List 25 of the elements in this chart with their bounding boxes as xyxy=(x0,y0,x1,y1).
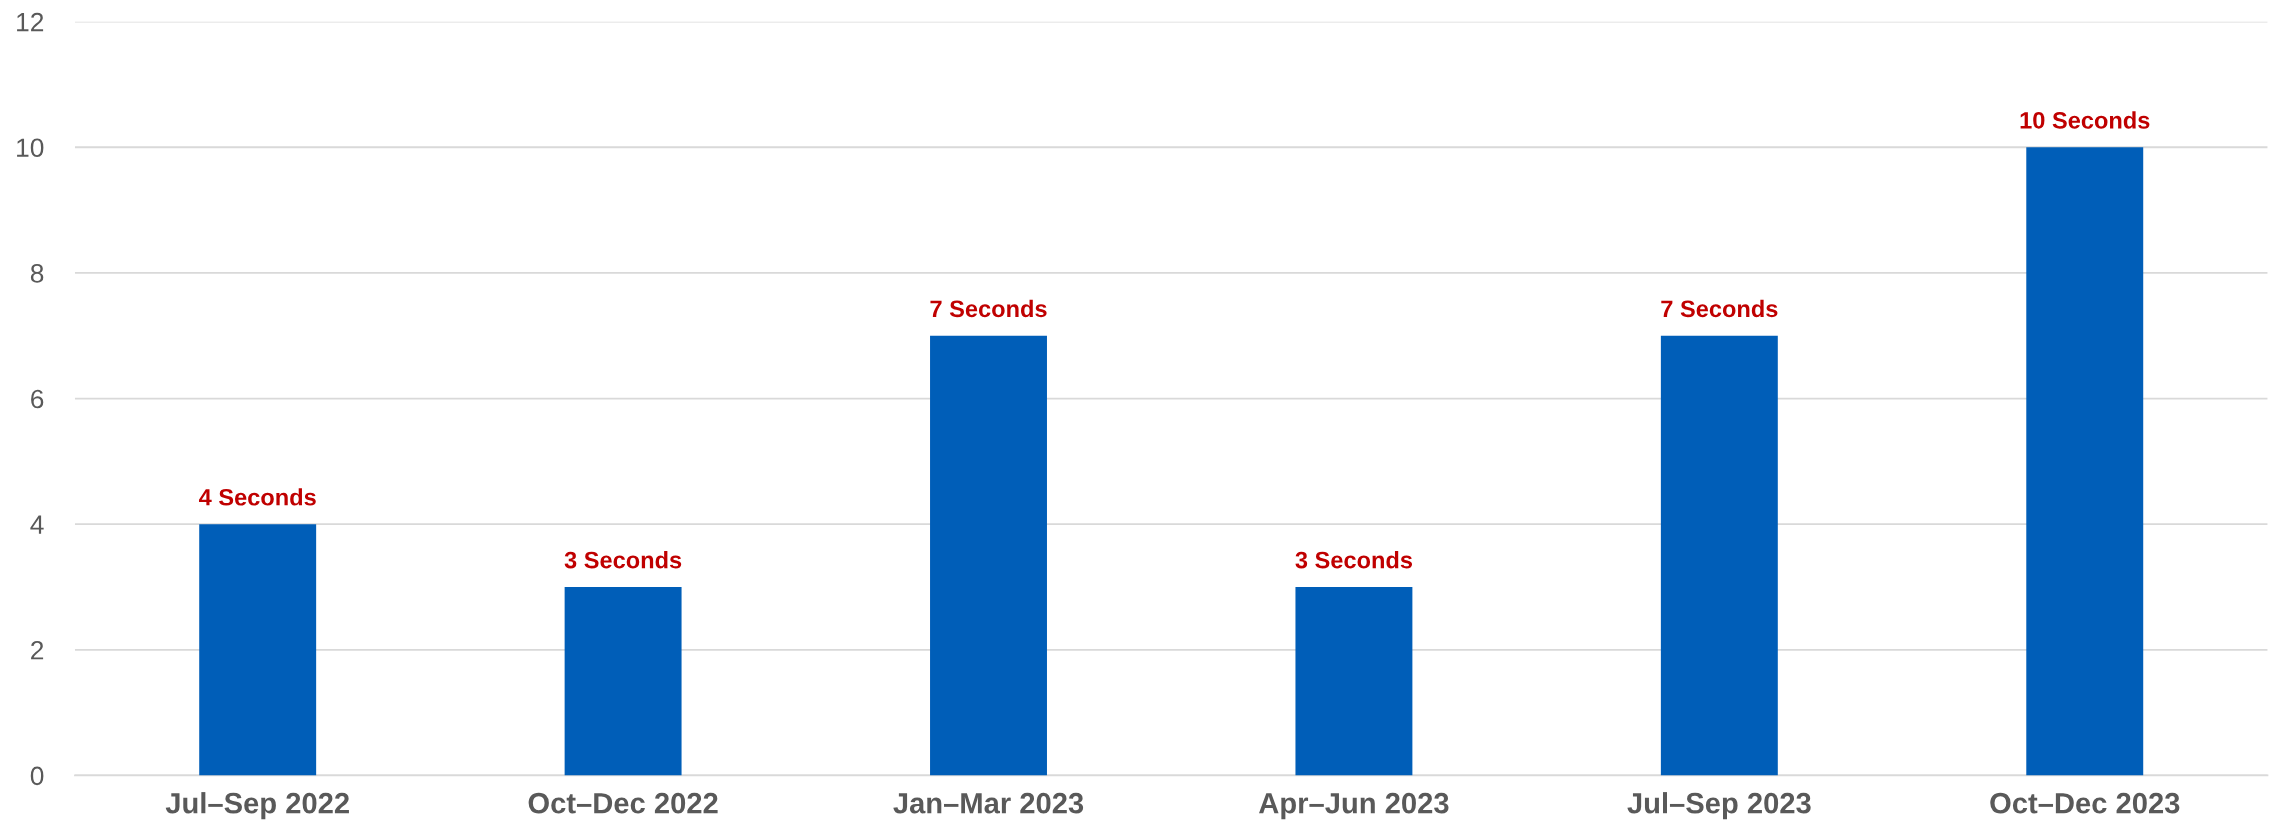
x-tick-label: Jul–Sep 2022 xyxy=(165,792,349,820)
bar xyxy=(2026,147,2144,776)
data-label: 7 Seconds xyxy=(930,299,1047,318)
data-label: 3 Seconds xyxy=(564,551,682,569)
data-label: 7 Seconds xyxy=(1661,299,1778,318)
bar xyxy=(930,335,1047,776)
x-tick-label: Jul–Sep 2023 xyxy=(1627,792,1811,820)
y-tick-label: 0 xyxy=(30,766,44,786)
bar xyxy=(199,524,317,776)
data-label: 3 Seconds xyxy=(1295,551,1413,569)
y-tick-label: 10 xyxy=(17,138,44,158)
x-tick-label: Oct–Dec 2023 xyxy=(1990,792,2180,814)
y-tick-label: 12 xyxy=(17,12,44,32)
bar xyxy=(1660,335,1778,776)
y-tick-label: 2 xyxy=(31,640,44,660)
y-tick-label: 8 xyxy=(30,264,44,283)
data-label: 4 Seconds xyxy=(198,488,316,506)
bar xyxy=(564,586,682,776)
x-tick-label: Apr–Jun 2023 xyxy=(1259,792,1449,820)
bar xyxy=(1295,586,1413,776)
x-tick-label: Oct–Dec 2022 xyxy=(528,792,718,814)
x-tick-label: Jan–Mar 2023 xyxy=(893,792,1084,814)
data-label: 10 Seconds xyxy=(2020,111,2150,129)
y-tick-label: 6 xyxy=(31,389,44,409)
y-tick-label: 4 xyxy=(30,515,44,534)
